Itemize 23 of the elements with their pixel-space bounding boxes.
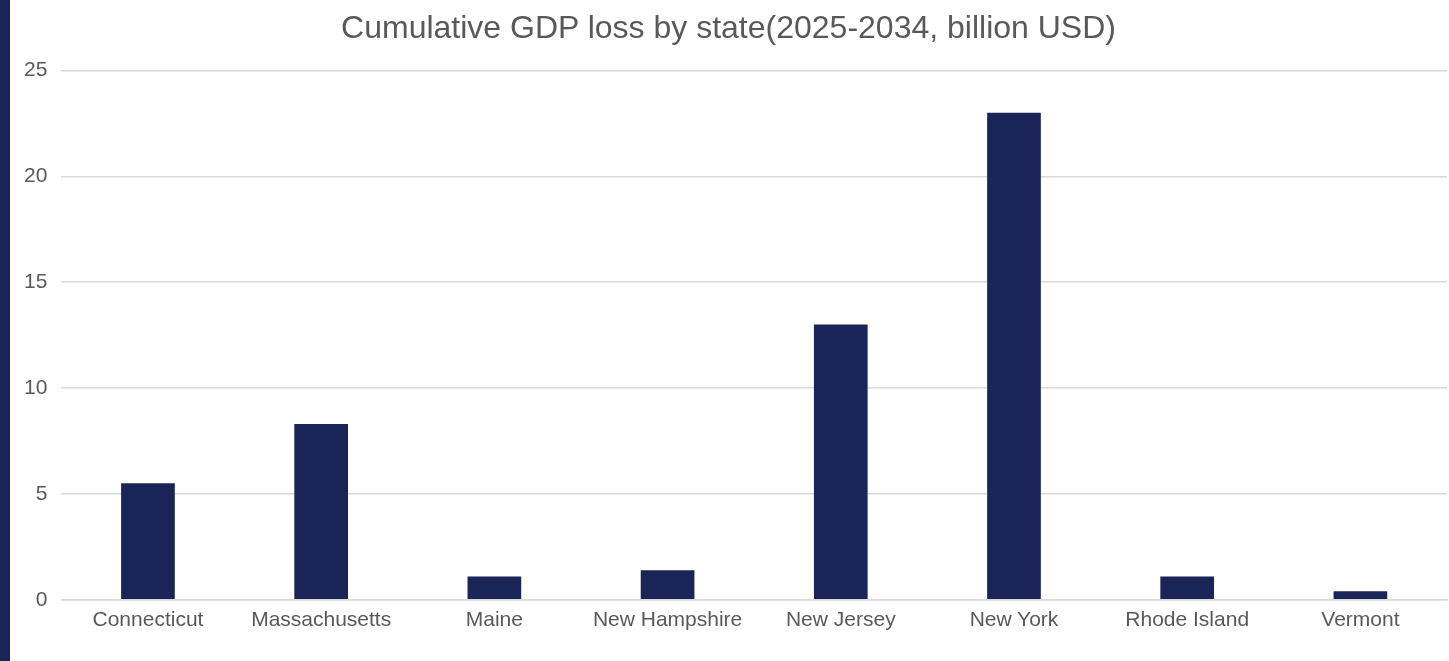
- x-tick-label: Massachusetts: [251, 607, 392, 631]
- x-tick-label: New Hampshire: [592, 607, 743, 631]
- x-tick-label: New York: [969, 607, 1059, 631]
- y-tick-label: 20: [24, 163, 48, 187]
- bar: [987, 112, 1041, 600]
- x-tick-label: Vermont: [1321, 607, 1400, 631]
- y-tick-label: 10: [24, 374, 48, 398]
- bar: [813, 324, 868, 600]
- x-tick-label: Rhode Island: [1125, 607, 1250, 631]
- x-tick-label: Maine: [465, 607, 523, 631]
- chart-title: Cumulative GDP loss by state(2025-2034, billion USD): [341, 9, 1116, 46]
- y-tick-label: 15: [24, 268, 48, 292]
- x-tick-label: New Jersey: [785, 607, 897, 631]
- bar: [640, 570, 695, 600]
- bar: [294, 424, 349, 600]
- y-tick-label: 25: [24, 57, 48, 81]
- y-tick-label: 0: [35, 586, 48, 610]
- y-tick-label: 5: [35, 480, 48, 504]
- bar: [1160, 576, 1215, 600]
- bar: [121, 483, 175, 600]
- bar: [467, 576, 522, 600]
- x-tick-label: Connecticut: [92, 607, 204, 631]
- bar: [1333, 591, 1388, 600]
